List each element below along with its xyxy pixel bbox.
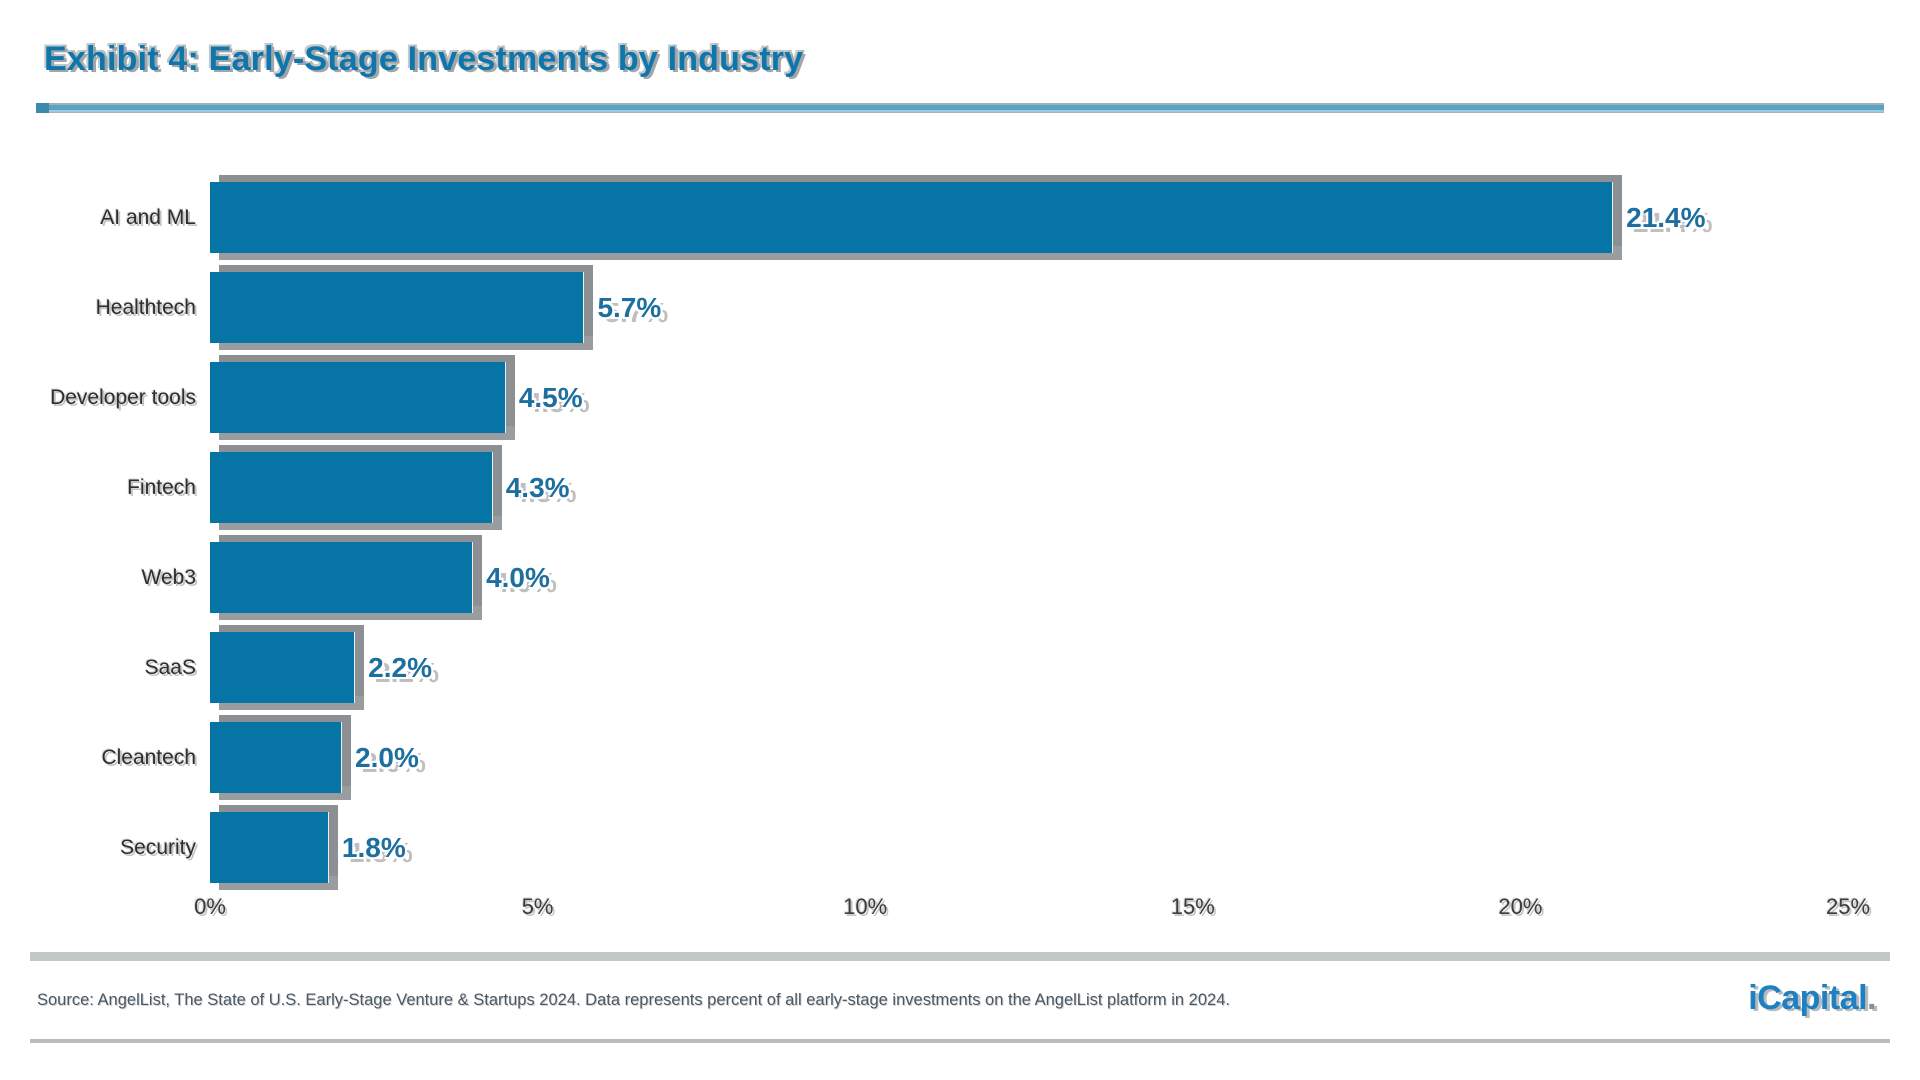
category-label: SaaS (144, 655, 196, 679)
x-tick-label: 10% (843, 894, 888, 919)
x-tick-label: 25% (1825, 894, 1871, 919)
x-tick-label: 5% (521, 894, 554, 919)
x-tick-label: 20% (1498, 894, 1543, 919)
value-label: 4.3% (505, 471, 570, 503)
x-tick-label: 0% (194, 894, 226, 919)
value-label: 4.5% (518, 381, 583, 413)
bar (210, 272, 585, 343)
bar (210, 722, 343, 793)
bar (210, 182, 1614, 253)
icapital-logo: iCapital. (1748, 979, 1876, 1018)
bar (210, 812, 329, 883)
bar (210, 542, 474, 613)
category-label: AI and ML (100, 205, 196, 229)
bar-row: Security 1.8% (120, 812, 1848, 883)
page-title: Exhibit 4: Early-Stage Investments by In… (44, 40, 804, 78)
bar (210, 362, 506, 433)
category-label: Web3 (141, 565, 196, 589)
value-label: 2.2% (368, 651, 432, 683)
source-note: Source: AngelList, The State of U.S. Ear… (37, 991, 1230, 1009)
bar-row: Fintech 4.3% (127, 452, 1848, 523)
bar-chart: AI and ML 21.4% Healthtech 5.7% Develope… (50, 182, 1848, 883)
bar (210, 632, 356, 703)
bar (210, 452, 493, 523)
icapital-logo-dot: . (1867, 979, 1876, 1017)
value-label: 4.0% (486, 561, 550, 593)
bar-row: Cleantech 2.0% (101, 722, 1848, 793)
title-divider-cap (36, 103, 49, 113)
category-label: Fintech (127, 475, 196, 499)
value-label: 2.0% (355, 741, 419, 773)
value-label: 21.4% (1626, 201, 1706, 233)
footer-separator (30, 952, 1890, 961)
category-label: Developer tools (50, 385, 196, 409)
value-label: 5.7% (597, 291, 662, 323)
value-label: 1.8% (341, 831, 406, 863)
x-tick-label: 15% (1170, 894, 1215, 919)
title-divider-rule (36, 103, 1884, 113)
bar-row: Web3 4.0% (142, 542, 1848, 613)
footer-bottom-line (30, 1039, 1890, 1043)
icapital-logo-text: iCapital (1748, 979, 1868, 1017)
category-label: Cleantech (101, 745, 196, 769)
bar-row: SaaS 2.2% (145, 632, 1848, 703)
x-axis: 0% 5% 10% 15% 20% 25% (194, 894, 1870, 922)
category-label: Healthtech (95, 295, 196, 319)
bar-row: Healthtech 5.7% (96, 272, 1848, 343)
category-label: Security (120, 835, 196, 859)
bar-row: Developer tools 4.5% (50, 362, 1848, 433)
bar-row: AI and ML 21.4% (100, 182, 1848, 253)
